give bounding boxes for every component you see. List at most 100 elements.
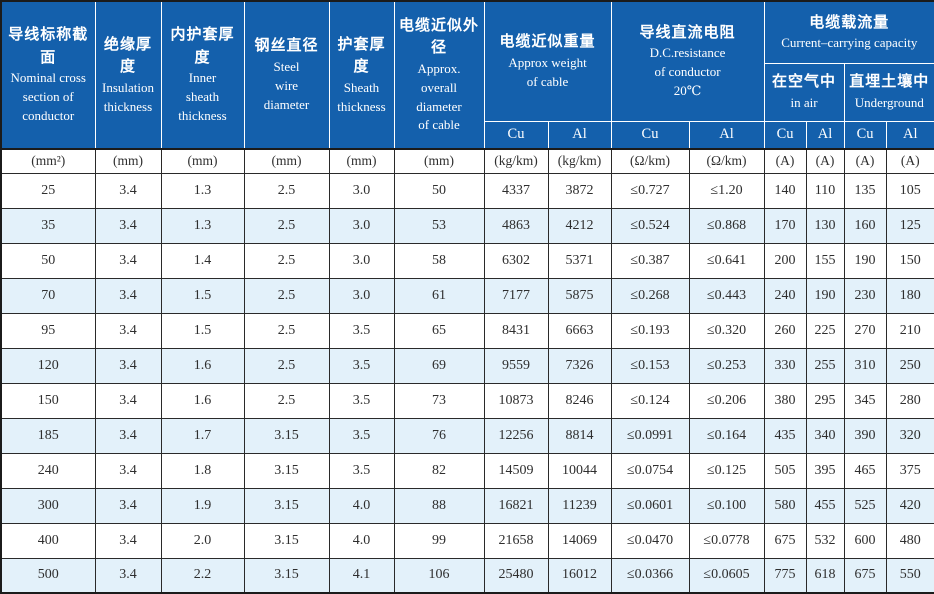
table-cell: 3.4 xyxy=(94,452,162,489)
metal-header-cell: Cu xyxy=(483,120,549,150)
table-cell: ≤0.0778 xyxy=(688,522,765,559)
table-cell: ≤0.387 xyxy=(610,242,690,279)
table-cell: 8431 xyxy=(483,312,549,349)
table-cell: 6663 xyxy=(547,312,612,349)
table-cell: 1.6 xyxy=(160,382,245,419)
table-cell: 4.1 xyxy=(328,557,395,594)
table-cell: 160 xyxy=(843,207,887,244)
table-cell: 70 xyxy=(0,277,96,314)
table-cell: 3.4 xyxy=(94,172,162,209)
table-cell: ≤0.641 xyxy=(688,242,765,279)
table-cell: 3.4 xyxy=(94,522,162,559)
table-cell: 73 xyxy=(393,382,485,419)
table-cell: 280 xyxy=(885,382,934,419)
table-cell: 6302 xyxy=(483,242,549,279)
table-cell: 110 xyxy=(805,172,845,209)
table-cell: 3.4 xyxy=(94,487,162,524)
metal-header-cell: Cu xyxy=(763,120,807,150)
table-cell: 775 xyxy=(763,557,807,594)
unit-cell: (kg/km) xyxy=(547,148,612,174)
table-cell: 2.5 xyxy=(243,382,330,419)
table-cell: 3.4 xyxy=(94,312,162,349)
metal-header-row: Cu Al Cu Al Cu Al Cu Al xyxy=(1,120,934,150)
unit-cell: (A) xyxy=(805,148,845,174)
table-cell: 150 xyxy=(885,242,934,279)
table-cell: ≤1.20 xyxy=(688,172,765,209)
table-cell: 35 xyxy=(0,207,96,244)
table-cell: 2.5 xyxy=(243,277,330,314)
col-header-steel-wire-diameter: 钢丝直径 Steel wire diameter xyxy=(243,0,330,150)
table-cell: 395 xyxy=(805,452,845,489)
table-cell: 8814 xyxy=(547,417,612,454)
col-header-zh: 内护套厚度 xyxy=(170,26,235,66)
table-cell: 1.5 xyxy=(160,277,245,314)
col-header-zh: 导线标称截面 xyxy=(8,26,89,66)
table-cell: 25480 xyxy=(483,557,549,594)
table-cell: 330 xyxy=(763,347,807,384)
col-header-sheath-thickness: 护套厚度 Sheath thickness xyxy=(328,0,395,150)
table-cell: 5875 xyxy=(547,277,612,314)
table-cell: 7326 xyxy=(547,347,612,384)
col-header-en: Inner sheath thickness xyxy=(178,70,227,123)
table-cell: 420 xyxy=(885,487,934,524)
table-cell: 99 xyxy=(393,522,485,559)
table-cell: ≤0.125 xyxy=(688,452,765,489)
table-cell: 618 xyxy=(805,557,845,594)
table-row: 50 3.4 1.4 2.5 3.0 58 6302 5371 ≤0.387 ≤0.641 200 1… xyxy=(0,242,934,279)
table-header: 导线标称截面 Nominal cross section of conducto… xyxy=(0,0,934,150)
group-header-zh: 导线直流电阻 xyxy=(639,23,736,41)
table-cell: 185 xyxy=(0,417,96,454)
table-cell: 260 xyxy=(763,312,807,349)
table-cell: 2.0 xyxy=(160,522,245,559)
table-cell: 88 xyxy=(393,487,485,524)
table-cell: 190 xyxy=(843,242,887,279)
table-cell: ≤0.164 xyxy=(688,417,765,454)
table-cell: 16821 xyxy=(483,487,549,524)
table-cell: 295 xyxy=(805,382,845,419)
table-cell: ≤0.0366 xyxy=(610,557,690,594)
table-cell: 120 xyxy=(0,347,96,384)
table-cell: 3.5 xyxy=(328,347,395,384)
table-cell: 4.0 xyxy=(328,487,395,524)
metal-header-cell: Cu xyxy=(610,120,690,150)
table-cell: 76 xyxy=(393,417,485,454)
table-cell: 1.5 xyxy=(160,312,245,349)
table-body: (mm²) (mm) (mm) (mm) (mm) (mm) (kg/km) (kg/km)(… xyxy=(0,148,934,594)
table-cell: 14509 xyxy=(483,452,549,489)
group-header-dc-resistance: 导线直流电阻 D.C.resistance of conductor 20℃ xyxy=(610,0,765,122)
table-cell: ≤0.206 xyxy=(688,382,765,419)
unit-cell: (A) xyxy=(763,148,807,174)
group-header-en: Approx weight of cable xyxy=(508,54,587,89)
table-cell: 3.15 xyxy=(243,557,330,594)
unit-cell: (mm) xyxy=(328,148,395,174)
table-cell: 150 xyxy=(0,382,96,419)
table-cell: 14069 xyxy=(547,522,612,559)
table-cell: ≤0.193 xyxy=(610,312,690,349)
table-cell: 2.5 xyxy=(243,242,330,279)
table-cell: ≤0.0601 xyxy=(610,487,690,524)
table-cell: 3.4 xyxy=(94,347,162,384)
table-cell: 1.4 xyxy=(160,242,245,279)
metal-header-cell: Al xyxy=(885,120,934,150)
table-cell: 3.4 xyxy=(94,277,162,314)
metal-header-cell: Al xyxy=(805,120,845,150)
table-cell: ≤0.524 xyxy=(610,207,690,244)
table-cell: 1.7 xyxy=(160,417,245,454)
table-cell: 3.5 xyxy=(328,452,395,489)
group-header-zh: 电缆载流量 xyxy=(809,13,890,31)
table-cell: 1.8 xyxy=(160,452,245,489)
table-cell: 3.15 xyxy=(243,452,330,489)
table-cell: 1.9 xyxy=(160,487,245,524)
table-cell: 200 xyxy=(763,242,807,279)
metal-header-cell: Al xyxy=(688,120,765,150)
col-header-en: Approx. overall diameter of cable xyxy=(416,60,462,133)
table-cell: 125 xyxy=(885,207,934,244)
table-cell: 2.5 xyxy=(243,207,330,244)
col-header-zh: 绝缘厚度 xyxy=(103,35,152,76)
table-row: 300 3.4 1.9 3.15 4.0 88 16821 11239 ≤0.0601 ≤0.10… xyxy=(0,487,934,524)
table-cell: 4337 xyxy=(483,172,549,209)
unit-cell: (A) xyxy=(885,148,934,174)
table-cell: 8246 xyxy=(547,382,612,419)
table-cell: 5371 xyxy=(547,242,612,279)
